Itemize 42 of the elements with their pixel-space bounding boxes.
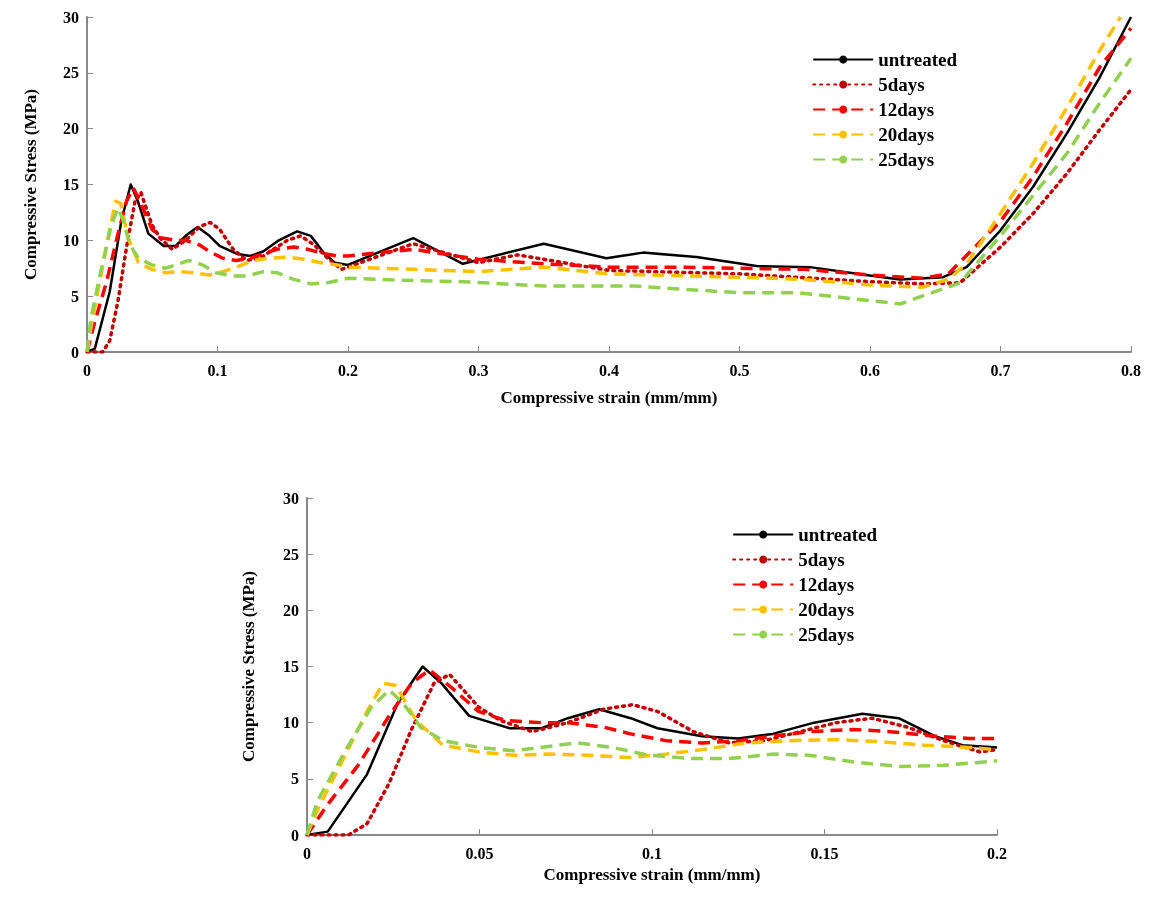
legend-label: 20days <box>798 599 855 620</box>
legend-label: 25days <box>798 624 855 645</box>
y-tick-label: 0 <box>291 826 299 844</box>
legend-label: 5days <box>798 549 845 570</box>
legend-label: 12days <box>798 574 855 595</box>
legend-label: 25days <box>878 149 935 170</box>
x-tick-label: 0.2 <box>987 844 1007 862</box>
x-axis-title: Compressive strain (mm/mm) <box>543 864 761 884</box>
legend-label: untreated <box>878 49 958 70</box>
x-tick-label: 0 <box>303 844 311 862</box>
legend-label: 12days <box>878 99 935 120</box>
x-tick-label: 0.15 <box>810 844 839 862</box>
x-tick-label: 0.7 <box>990 361 1011 379</box>
x-tick-label: 0.4 <box>599 361 619 379</box>
y-tick-label: 20 <box>63 120 79 138</box>
y-tick-label: 10 <box>283 714 299 732</box>
legend-label: 5days <box>878 74 925 95</box>
y-tick-label: 30 <box>63 8 79 26</box>
y-tick-label: 5 <box>71 287 79 305</box>
y-tick-label: 25 <box>63 64 79 82</box>
x-tick-label: 0.5 <box>729 361 750 379</box>
y-tick-label: 25 <box>283 545 299 563</box>
x-tick-label: 0.1 <box>642 844 662 862</box>
x-tick-label: 0.6 <box>860 361 880 379</box>
x-tick-label: 0.05 <box>465 844 494 862</box>
x-tick-label: 0.8 <box>1121 361 1141 379</box>
y-tick-label: 30 <box>283 489 299 507</box>
y-tick-label: 0 <box>71 343 79 361</box>
y-tick-label: 5 <box>291 770 299 788</box>
y-tick-label: 20 <box>283 601 299 619</box>
y-tick-label: 15 <box>283 658 299 675</box>
legend-label: 20days <box>878 124 935 145</box>
y-tick-label: 10 <box>63 231 79 249</box>
y-axis-title: Compressive Stress (MPa) <box>239 570 258 763</box>
x-tick-label: 0 <box>83 361 91 379</box>
x-axis-title: Compressive strain (mm/mm) <box>500 388 718 407</box>
x-tick-label: 0.2 <box>338 361 358 379</box>
y-axis-title: Compressive Stress (MPa) <box>21 88 40 281</box>
legend-label: untreated <box>798 524 878 545</box>
x-tick-label: 0.1 <box>207 361 228 379</box>
x-tick-label: 0.3 <box>468 361 489 379</box>
y-tick-label: 15 <box>63 176 79 193</box>
